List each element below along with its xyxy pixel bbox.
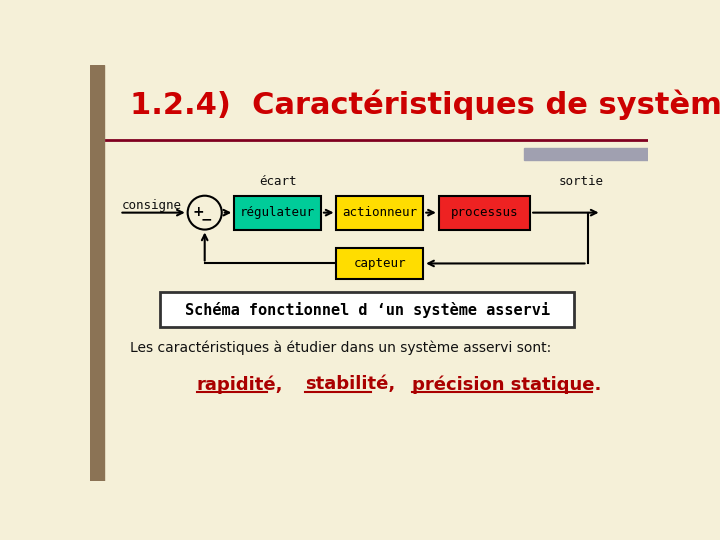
Bar [90, 65, 104, 481]
Text: processus: processus [451, 206, 518, 219]
Text: précision statique.: précision statique. [412, 375, 601, 394]
Text: 1.2.4)  Caractéristiques de système: 1.2.4) Caractéristiques de système [130, 90, 720, 120]
Text: capteur: capteur [354, 257, 406, 270]
Text: écart: écart [258, 176, 297, 188]
Text: Les caractéristiques à étudier dans un système asservi sont:: Les caractéristiques à étudier dans un s… [130, 341, 552, 355]
Text: +: + [193, 205, 204, 219]
FancyBboxPatch shape [336, 195, 423, 230]
FancyBboxPatch shape [336, 248, 423, 279]
Text: sortie: sortie [559, 176, 604, 188]
FancyBboxPatch shape [234, 195, 321, 230]
Text: consigne: consigne [122, 199, 182, 212]
FancyBboxPatch shape [160, 292, 575, 327]
Text: −: − [200, 213, 212, 227]
FancyBboxPatch shape [438, 195, 530, 230]
Text: régulateur: régulateur [240, 206, 315, 219]
Text: rapidité,: rapidité, [197, 375, 284, 394]
Bar [524, 148, 648, 160]
Text: Schéma fonctionnel d ‘un système asservi: Schéma fonctionnel d ‘un système asservi [184, 302, 549, 318]
Text: actionneur: actionneur [342, 206, 418, 219]
Text: stabilité,: stabilité, [305, 375, 396, 393]
